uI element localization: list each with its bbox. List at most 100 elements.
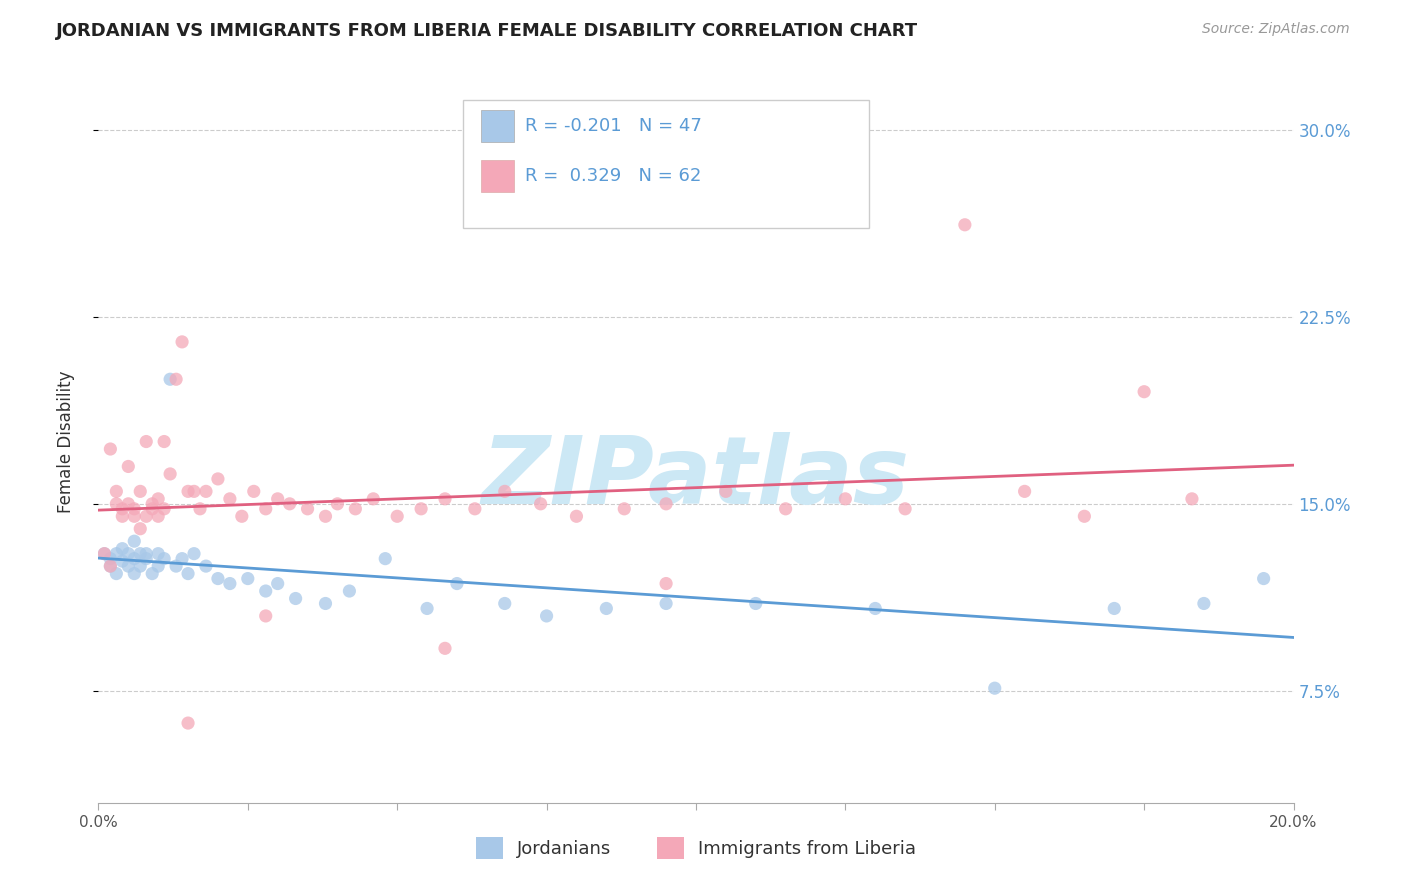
- Point: [267, 491, 290, 506]
- Point: [1014, 484, 1036, 499]
- Point: [195, 559, 218, 574]
- Point: [267, 576, 290, 591]
- Point: [153, 434, 176, 449]
- Point: [177, 484, 200, 499]
- Point: [1192, 597, 1215, 611]
- Point: [834, 491, 856, 506]
- Point: [124, 566, 146, 581]
- Point: [98, 559, 122, 574]
- Legend: Jordanians, Immigrants from Liberia: Jordanians, Immigrants from Liberia: [468, 830, 924, 866]
- Point: [105, 566, 128, 581]
- Point: [536, 609, 558, 624]
- Point: [172, 334, 194, 349]
- Point: [165, 559, 187, 574]
- Point: [374, 551, 396, 566]
- Point: [254, 584, 277, 599]
- Point: [135, 551, 157, 566]
- Point: [141, 501, 163, 516]
- Point: [231, 509, 253, 524]
- Point: [326, 497, 349, 511]
- Point: [117, 459, 139, 474]
- Point: [183, 547, 205, 561]
- FancyBboxPatch shape: [481, 161, 515, 193]
- Point: [117, 547, 139, 561]
- Point: [344, 501, 367, 516]
- Point: [98, 559, 122, 574]
- Text: JORDANIAN VS IMMIGRANTS FROM LIBERIA FEMALE DISABILITY CORRELATION CHART: JORDANIAN VS IMMIGRANTS FROM LIBERIA FEM…: [56, 22, 918, 40]
- Point: [416, 601, 439, 615]
- Point: [177, 566, 200, 581]
- Point: [165, 372, 187, 386]
- Point: [1104, 601, 1126, 615]
- Point: [984, 681, 1007, 696]
- Point: [434, 491, 457, 506]
- Point: [153, 501, 176, 516]
- Point: [117, 497, 139, 511]
- Point: [530, 497, 553, 511]
- Point: [595, 601, 617, 615]
- Point: [105, 484, 128, 499]
- Point: [124, 509, 146, 524]
- Point: [894, 501, 917, 516]
- Point: [129, 484, 152, 499]
- Point: [111, 501, 134, 516]
- Point: [494, 597, 516, 611]
- Point: [339, 584, 361, 599]
- Point: [655, 597, 678, 611]
- Point: [172, 551, 194, 566]
- Point: [953, 218, 976, 232]
- Text: Source: ZipAtlas.com: Source: ZipAtlas.com: [1202, 22, 1350, 37]
- Point: [315, 509, 337, 524]
- Point: [135, 434, 157, 449]
- Point: [111, 554, 134, 568]
- Point: [464, 501, 486, 516]
- Point: [93, 547, 115, 561]
- Text: R =  0.329   N = 62: R = 0.329 N = 62: [524, 168, 702, 186]
- Point: [411, 501, 433, 516]
- Point: [207, 472, 229, 486]
- Point: [243, 484, 266, 499]
- Point: [129, 522, 152, 536]
- Point: [284, 591, 307, 606]
- Point: [254, 609, 277, 624]
- Point: [98, 551, 122, 566]
- Point: [129, 559, 152, 574]
- Point: [124, 501, 146, 516]
- Point: [105, 497, 128, 511]
- Point: [111, 541, 134, 556]
- Point: [254, 501, 277, 516]
- Point: [141, 566, 163, 581]
- Point: [613, 501, 636, 516]
- Point: [655, 497, 678, 511]
- Point: [159, 467, 181, 481]
- Point: [148, 559, 170, 574]
- Point: [1133, 384, 1156, 399]
- Point: [129, 547, 152, 561]
- Point: [446, 576, 468, 591]
- Point: [434, 641, 457, 656]
- FancyBboxPatch shape: [463, 100, 869, 228]
- Point: [363, 491, 385, 506]
- Point: [111, 509, 134, 524]
- Point: [745, 597, 768, 611]
- FancyBboxPatch shape: [481, 110, 515, 142]
- Point: [153, 551, 176, 566]
- Point: [1181, 491, 1204, 506]
- Text: R = -0.201   N = 47: R = -0.201 N = 47: [524, 117, 702, 135]
- Point: [865, 601, 887, 615]
- Y-axis label: Female Disability: Female Disability: [56, 370, 75, 513]
- Point: [1253, 572, 1275, 586]
- Point: [124, 534, 146, 549]
- Point: [278, 497, 301, 511]
- Point: [219, 576, 242, 591]
- Point: [714, 484, 737, 499]
- Point: [177, 716, 200, 731]
- Point: [775, 501, 797, 516]
- Text: ZIPatlas: ZIPatlas: [482, 432, 910, 524]
- Point: [105, 547, 128, 561]
- Point: [565, 509, 588, 524]
- Point: [297, 501, 319, 516]
- Point: [148, 547, 170, 561]
- Point: [93, 547, 115, 561]
- Point: [655, 576, 678, 591]
